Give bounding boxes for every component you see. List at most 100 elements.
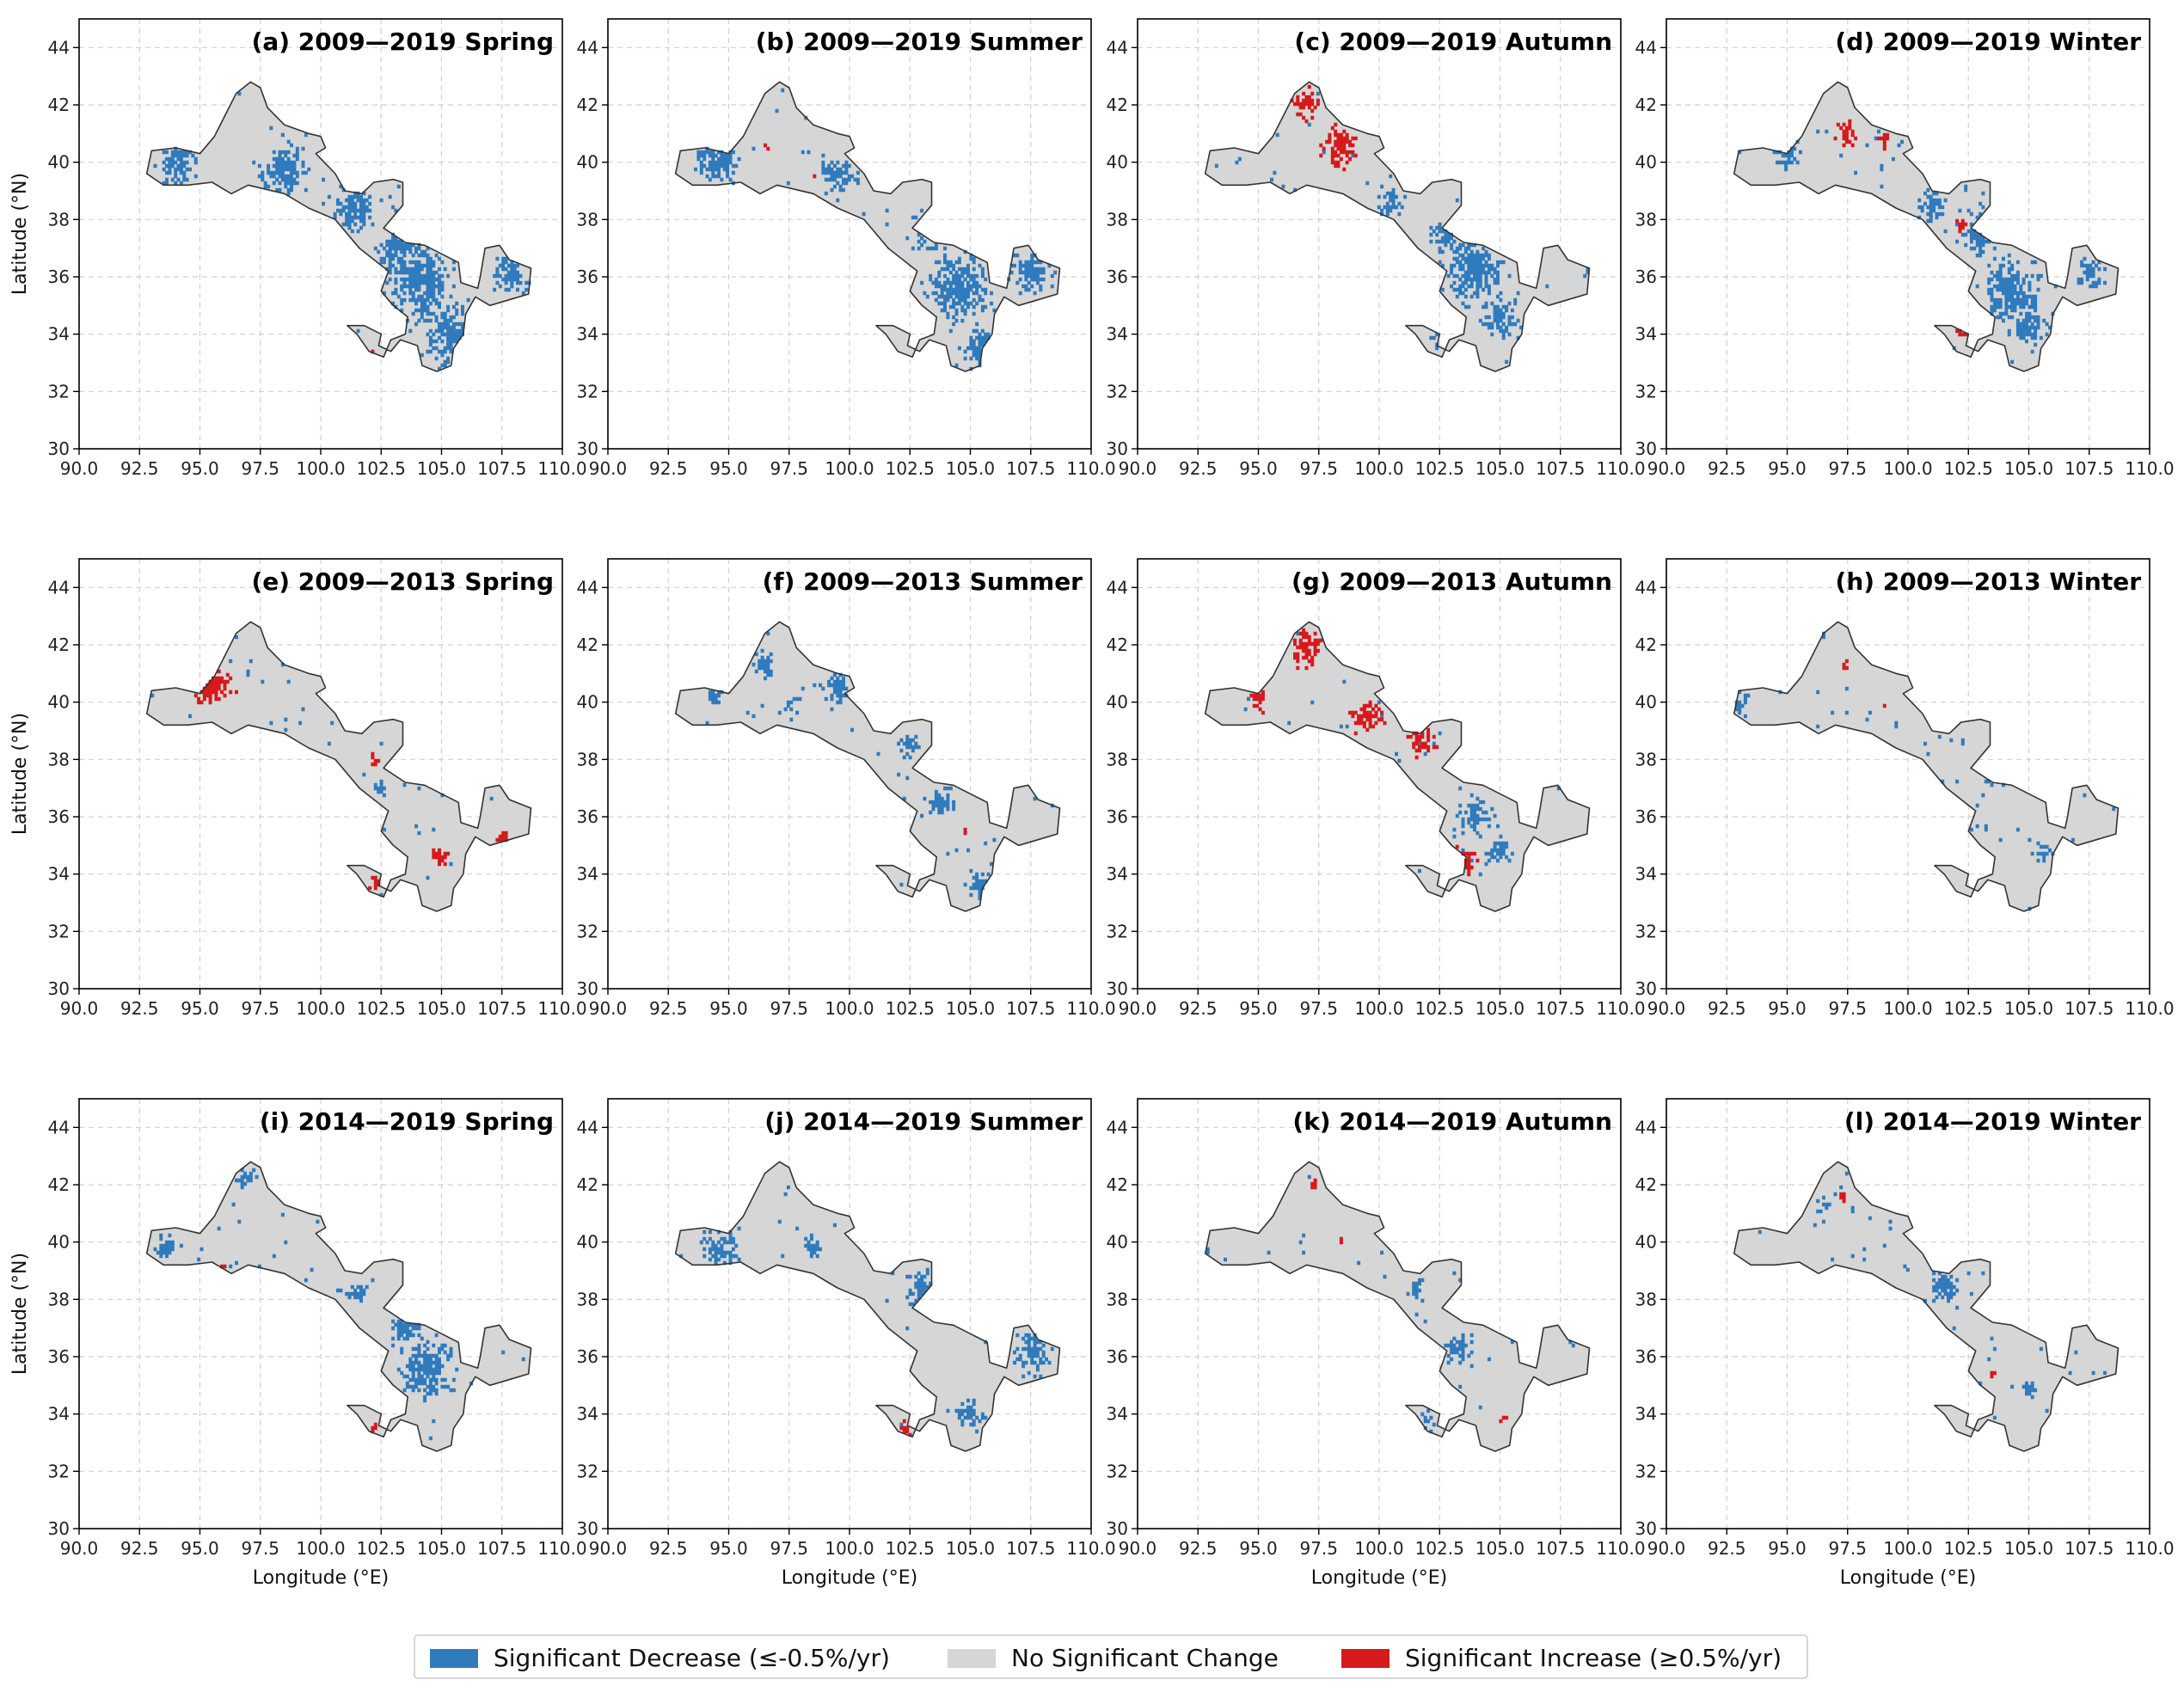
y-tick-label: 44 xyxy=(1107,1117,1128,1137)
y-tick-label: 30 xyxy=(1635,978,1657,999)
x-tick-label: 92.5 xyxy=(649,998,688,1019)
y-tick-label: 34 xyxy=(48,1404,70,1425)
legend-frame xyxy=(414,1634,1808,1679)
y-axis-label: Latitude (°N) xyxy=(9,713,31,835)
y-tick-label: 40 xyxy=(577,152,598,173)
axes-frame xyxy=(1137,558,1622,990)
province-no-change-area xyxy=(1733,622,2119,911)
y-tick-label: 44 xyxy=(48,577,70,598)
y-tick-label: 34 xyxy=(1107,324,1128,345)
x-tick-label: 95.0 xyxy=(709,998,748,1019)
y-tick-label: 44 xyxy=(48,37,70,58)
x-tick-label: 107.5 xyxy=(1006,1538,1055,1559)
axes-frame xyxy=(1666,558,2150,990)
x-tick-label: 107.5 xyxy=(2064,998,2113,1019)
x-tick-label: 90.0 xyxy=(1119,998,1157,1019)
province-boundary xyxy=(674,81,1061,372)
y-tick-label: 36 xyxy=(577,1346,598,1367)
x-tick-label: 100.0 xyxy=(1354,458,1403,479)
y-tick-label: 36 xyxy=(577,806,598,827)
y-tick-label: 40 xyxy=(48,152,70,173)
y-tick-label: 30 xyxy=(577,1518,598,1539)
y-tick-label: 44 xyxy=(577,577,598,598)
gridlines xyxy=(607,1099,1092,1529)
y-tick-label: 36 xyxy=(577,267,598,287)
map-panel: 90.0 92.5 95.0 97.5 100.0 102.5 105.0 107.5 110.… xyxy=(1107,18,1646,479)
y-tick-label: 42 xyxy=(1107,634,1128,655)
y-tick-label: 32 xyxy=(1635,921,1657,941)
panel-title: (k) 2014—2019 Autumn xyxy=(1292,1107,1612,1136)
x-tick-label: 100.0 xyxy=(296,1538,345,1559)
x-tick-label: 107.5 xyxy=(2064,458,2113,479)
x-tick-label: 107.5 xyxy=(2064,1538,2113,1559)
x-axis-label: Longitude (°E) xyxy=(1840,1567,1976,1589)
map-panel: 90.0 92.5 95.0 97.5 100.0 102.5 105.0 107.5 110.… xyxy=(577,558,1116,1019)
y-tick-label: 42 xyxy=(577,1174,598,1195)
y-tick-label: 34 xyxy=(48,324,70,345)
x-tick-label: 105.0 xyxy=(417,1538,466,1559)
x-tick-label: 90.0 xyxy=(589,458,628,479)
gridlines xyxy=(1666,1099,2150,1529)
y-tick-label: 34 xyxy=(577,324,598,345)
y-tick-label: 42 xyxy=(577,95,598,115)
gridlines xyxy=(1137,19,1622,450)
x-tick-label: 110.0 xyxy=(2125,998,2174,1019)
panel-title: (b) 2009—2019 Summer xyxy=(756,28,1083,56)
x-tick-label: 95.0 xyxy=(1768,998,1807,1019)
panel-title: (c) 2009—2019 Autumn xyxy=(1294,28,1612,56)
x-tick-label: 92.5 xyxy=(1179,998,1218,1019)
province-no-change-area xyxy=(1733,82,2119,372)
axes-frame xyxy=(1137,18,1622,450)
x-tick-label: 95.0 xyxy=(709,1538,748,1559)
x-tick-label: 92.5 xyxy=(120,1538,159,1559)
y-tick-label: 36 xyxy=(48,1346,70,1367)
province-boundary xyxy=(1733,621,2120,912)
y-tick-label: 30 xyxy=(1107,978,1128,999)
panel-title: (d) 2009—2019 Winter xyxy=(1835,28,2141,56)
x-tick-label: 105.0 xyxy=(2004,1538,2053,1559)
x-tick-label: 100.0 xyxy=(296,458,345,479)
x-axis-label: Longitude (°E) xyxy=(1311,1567,1447,1589)
x-tick-label: 105.0 xyxy=(2004,458,2053,479)
x-tick-label: 100.0 xyxy=(296,998,345,1019)
panel-title: (e) 2009—2013 Spring xyxy=(251,567,554,596)
y-tick-label: 34 xyxy=(1107,1404,1128,1425)
x-tick-label: 92.5 xyxy=(1179,1538,1218,1559)
legend-swatch-increase xyxy=(1341,1649,1390,1668)
y-tick-label: 30 xyxy=(577,978,598,999)
y-tick-label: 42 xyxy=(1107,95,1128,115)
significant-increase-cells xyxy=(1290,84,1358,172)
axes-frame xyxy=(607,558,1092,990)
x-tick-label: 97.5 xyxy=(770,1538,808,1559)
x-tick-label: 92.5 xyxy=(1708,458,1746,479)
y-tick-label: 40 xyxy=(577,692,598,713)
x-tick-label: 102.5 xyxy=(357,1538,406,1559)
x-tick-label: 105.0 xyxy=(417,458,466,479)
y-tick-label: 32 xyxy=(577,381,598,402)
y-tick-label: 36 xyxy=(48,267,70,287)
y-axis-label: Latitude (°N) xyxy=(9,1253,31,1375)
y-tick-label: 30 xyxy=(1107,438,1128,459)
y-tick-label: 36 xyxy=(1107,267,1128,287)
y-tick-label: 40 xyxy=(1635,1232,1657,1253)
y-tick-label: 40 xyxy=(48,692,70,713)
x-tick-label: 110.0 xyxy=(2125,1538,2174,1559)
province-boundary xyxy=(1204,81,1591,372)
x-tick-label: 102.5 xyxy=(1944,1538,1993,1559)
x-tick-label: 110.0 xyxy=(537,458,586,479)
x-tick-label: 90.0 xyxy=(589,998,628,1019)
x-tick-label: 97.5 xyxy=(1299,458,1338,479)
significant-decrease-cells xyxy=(153,1168,525,1441)
axes-frame xyxy=(1666,18,2150,450)
x-tick-label: 107.5 xyxy=(1006,998,1055,1019)
x-tick-label: 90.0 xyxy=(1119,458,1157,479)
y-tick-label: 34 xyxy=(1107,864,1128,885)
province-no-change-area xyxy=(675,1162,1060,1451)
y-tick-label: 32 xyxy=(1107,921,1128,941)
x-tick-label: 92.5 xyxy=(649,1538,688,1559)
province-no-change-area xyxy=(675,82,1060,372)
x-tick-label: 105.0 xyxy=(1475,458,1525,479)
province-no-change-area xyxy=(146,82,531,372)
x-tick-label: 97.5 xyxy=(241,458,279,479)
